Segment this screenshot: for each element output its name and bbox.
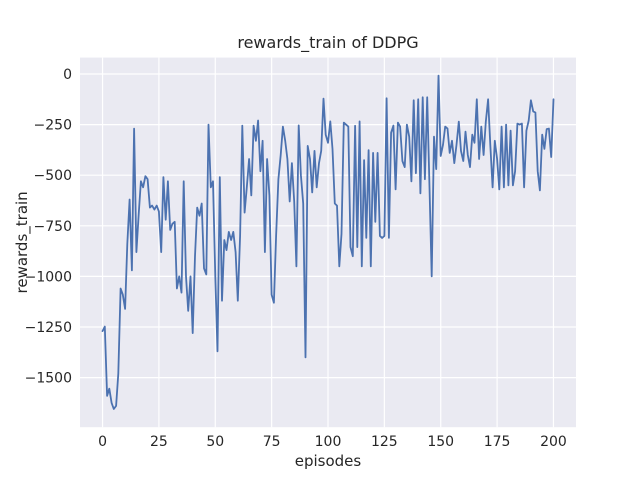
y-tick-label: −500	[34, 168, 72, 184]
x-tick-label: 200	[540, 434, 567, 450]
x-tick-label: 100	[315, 434, 342, 450]
y-tick-label: 0	[63, 67, 72, 83]
x-tick-label: 125	[371, 434, 398, 450]
x-tick-label: 0	[98, 434, 107, 450]
x-tick-labels: 0 25 50 75 100 125 150 175 200	[98, 434, 567, 450]
x-tick-label: 75	[263, 434, 281, 450]
y-tick-label: −250	[34, 118, 72, 134]
reward-line	[101, 74, 555, 410]
x-tick-label: 50	[206, 434, 224, 450]
chart-title: rewards_train of DDPG	[237, 33, 418, 53]
y-tick-label: −1000	[25, 269, 72, 285]
x-tick-label: 25	[150, 434, 168, 450]
x-tick-label: 175	[484, 434, 511, 450]
y-tick-label: −750	[34, 219, 72, 235]
y-tick-label: −1500	[25, 371, 72, 387]
x-tick-label: 150	[427, 434, 454, 450]
x-axis-label: episodes	[295, 452, 362, 470]
line-series-group	[101, 74, 555, 410]
y-axis-label: rewards_train	[13, 191, 32, 293]
y-tick-label: −1250	[25, 320, 72, 336]
y-tick-labels: 0 −250 −500 −750 −1000 −1250 −1500	[25, 67, 72, 387]
